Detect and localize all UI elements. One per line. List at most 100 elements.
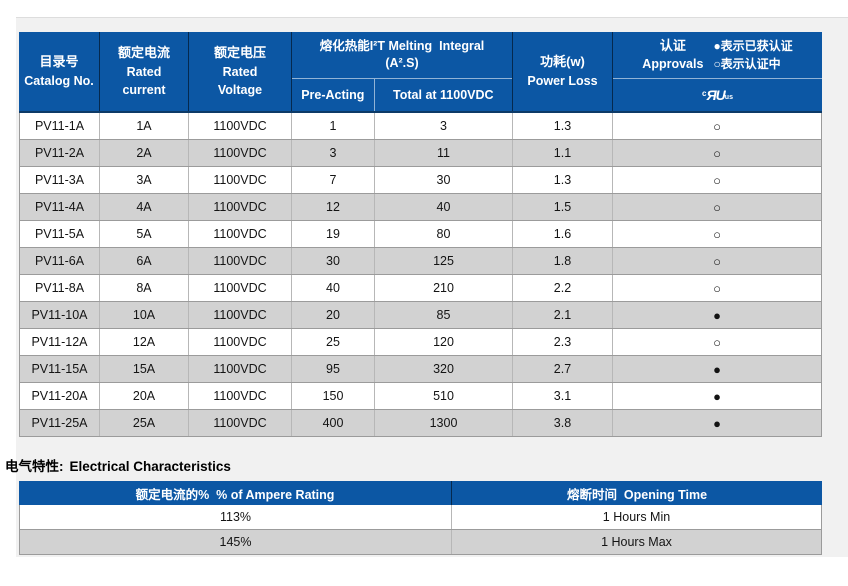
header-melting-line2: (A².S) bbox=[385, 56, 419, 70]
pre-acting-cell: 3 bbox=[292, 140, 375, 166]
voltage-cell: 1100VDC bbox=[189, 140, 292, 166]
catalog-cell: PV11-3A bbox=[20, 167, 100, 193]
approval-status: ○ bbox=[713, 280, 721, 296]
approval-status: ○ bbox=[713, 145, 721, 161]
power-loss-cell: 2.1 bbox=[513, 302, 613, 328]
power-loss-cell: 1.8 bbox=[513, 248, 613, 274]
current-cell: 2A bbox=[100, 140, 189, 166]
power-loss-cell: 1.5 bbox=[513, 194, 613, 220]
catalog-cell: PV11-6A bbox=[20, 248, 100, 274]
header-current-en1: Rated bbox=[126, 64, 162, 79]
header-approvals-top: 认证 Approvals ●表示已获认证 ○表示认证中 bbox=[613, 32, 822, 78]
fuse-spec-table: 目录号 Catalog No. 额定电流 Rated current 额定电压 … bbox=[19, 32, 822, 437]
total-cell: 80 bbox=[375, 221, 513, 247]
approval-status: ○ bbox=[713, 118, 721, 134]
catalog-cell: PV11-15A bbox=[20, 356, 100, 382]
catalog-cell: PV11-1A bbox=[20, 113, 100, 139]
voltage-cell: 1100VDC bbox=[189, 194, 292, 220]
approval-status: ○ bbox=[713, 253, 721, 269]
total-cell: 3 bbox=[375, 113, 513, 139]
table-row: PV11-5A 5A 1100VDC 19 80 1.6 ○ bbox=[20, 221, 821, 248]
approval-status: ○ bbox=[713, 334, 721, 350]
header-catalog: 目录号 Catalog No. bbox=[19, 32, 100, 111]
approval-status: ○ bbox=[713, 172, 721, 188]
opening-time-table-body: 113% 1 Hours Min 145% 1 Hours Max bbox=[19, 505, 822, 555]
pre-acting-cell: 30 bbox=[292, 248, 375, 274]
time-cell: 1 Hours Max bbox=[601, 535, 672, 549]
table-row: PV11-10A 10A 1100VDC 20 85 2.1 ● bbox=[20, 302, 821, 329]
current-cell: 10A bbox=[100, 302, 189, 328]
spec-table-body: PV11-1A 1A 1100VDC 1 3 1.3 ○ PV11-2A 2A … bbox=[19, 113, 822, 437]
approval-status: ● bbox=[713, 388, 721, 404]
voltage-cell: 1100VDC bbox=[189, 383, 292, 409]
header-approvals-names: 认证 Approvals bbox=[642, 36, 703, 74]
header-power-loss: 功耗(w) Power Loss bbox=[513, 32, 613, 111]
header-approvals-zh: 认证 bbox=[659, 37, 686, 53]
opening-time-table-header: 额定电流的% % of Ampere Rating 熔断时间 Opening T… bbox=[19, 481, 822, 505]
pre-acting-cell: 7 bbox=[292, 167, 375, 193]
pre-acting-cell: 1 bbox=[292, 113, 375, 139]
header-melting-subcolumns: Pre-Acting Total at 1100VDC bbox=[292, 78, 512, 111]
header-voltage-en2: Voltage bbox=[217, 82, 263, 97]
total-cell: 40 bbox=[375, 194, 513, 220]
catalog-cell: PV11-5A bbox=[20, 221, 100, 247]
table-row: PV11-15A 15A 1100VDC 95 320 2.7 ● bbox=[20, 356, 821, 383]
table-row: 145% 1 Hours Max bbox=[20, 530, 821, 555]
table-row: PV11-8A 8A 1100VDC 40 210 2.2 ○ bbox=[20, 275, 821, 302]
voltage-cell: 1100VDC bbox=[189, 248, 292, 274]
pre-acting-cell: 20 bbox=[292, 302, 375, 328]
catalog-cell: PV11-4A bbox=[20, 194, 100, 220]
table-row: PV11-6A 6A 1100VDC 30 125 1.8 ○ bbox=[20, 248, 821, 275]
total-cell: 85 bbox=[375, 302, 513, 328]
voltage-cell: 1100VDC bbox=[189, 302, 292, 328]
header-voltage-en1: Rated bbox=[222, 64, 258, 79]
catalog-cell: PV11-10A bbox=[20, 302, 100, 328]
table-row: PV11-4A 4A 1100VDC 12 40 1.5 ○ bbox=[20, 194, 821, 221]
current-cell: 5A bbox=[100, 221, 189, 247]
power-loss-cell: 3.8 bbox=[513, 410, 613, 436]
catalog-cell: PV11-25A bbox=[20, 410, 100, 436]
pre-acting-cell: 150 bbox=[292, 383, 375, 409]
total-cell: 510 bbox=[375, 383, 513, 409]
table-row: PV11-12A 12A 1100VDC 25 120 2.3 ○ bbox=[20, 329, 821, 356]
header-melting-line1: 熔化热能I²T Melting Integral bbox=[319, 39, 485, 54]
table-row: PV11-1A 1A 1100VDC 1 3 1.3 ○ bbox=[20, 113, 821, 140]
voltage-cell: 1100VDC bbox=[189, 410, 292, 436]
opening-time-table: 额定电流的% % of Ampere Rating 熔断时间 Opening T… bbox=[19, 481, 822, 555]
total-cell: 320 bbox=[375, 356, 513, 382]
catalog-cell: PV11-20A bbox=[20, 383, 100, 409]
current-cell: 15A bbox=[100, 356, 189, 382]
approval-status: ● bbox=[713, 307, 721, 323]
header-power-zh: 功耗(w) bbox=[540, 54, 585, 70]
header-melting-integral-group: 熔化热能I²T Melting Integral (A².S) Pre-Acti… bbox=[292, 32, 513, 111]
table-row: PV11-25A 25A 1100VDC 400 1300 3.8 ● bbox=[20, 410, 821, 437]
total-cell: 120 bbox=[375, 329, 513, 355]
header-total-at-1100vdc: Total at 1100VDC bbox=[393, 88, 494, 102]
header-rated-current: 额定电流 Rated current bbox=[100, 32, 189, 111]
current-cell: 12A bbox=[100, 329, 189, 355]
header-current-zh: 额定电流 bbox=[117, 44, 170, 60]
header-opening-time: 熔断时间 Opening Time bbox=[566, 487, 708, 502]
approval-status: ○ bbox=[713, 199, 721, 215]
electrical-characteristics-heading: 电气特性: Electrical Characteristics bbox=[5, 455, 231, 475]
power-loss-cell: 1.1 bbox=[513, 140, 613, 166]
pre-acting-cell: 25 bbox=[292, 329, 375, 355]
percent-cell: 145% bbox=[20, 530, 452, 554]
table-row: PV11-2A 2A 1100VDC 3 11 1.1 ○ bbox=[20, 140, 821, 167]
current-cell: 20A bbox=[100, 383, 189, 409]
current-cell: 6A bbox=[100, 248, 189, 274]
total-cell: 30 bbox=[375, 167, 513, 193]
voltage-cell: 1100VDC bbox=[189, 275, 292, 301]
power-loss-cell: 2.3 bbox=[513, 329, 613, 355]
power-loss-cell: 1.3 bbox=[513, 113, 613, 139]
power-loss-cell: 1.6 bbox=[513, 221, 613, 247]
total-cell: 1300 bbox=[375, 410, 513, 436]
voltage-cell: 1100VDC bbox=[189, 329, 292, 355]
total-cell: 125 bbox=[375, 248, 513, 274]
approval-status: ○ bbox=[713, 226, 721, 242]
catalog-cell: PV11-8A bbox=[20, 275, 100, 301]
header-melting-title: 熔化热能I²T Melting Integral (A².S) bbox=[292, 32, 512, 78]
header-current-en2: current bbox=[122, 82, 166, 97]
spec-table-header: 目录号 Catalog No. 额定电流 Rated current 额定电压 … bbox=[19, 32, 822, 113]
current-cell: 8A bbox=[100, 275, 189, 301]
